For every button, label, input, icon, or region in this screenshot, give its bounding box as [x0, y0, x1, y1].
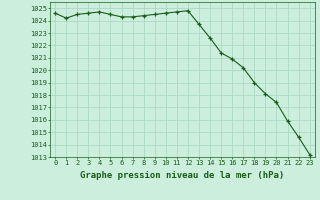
- X-axis label: Graphe pression niveau de la mer (hPa): Graphe pression niveau de la mer (hPa): [80, 171, 284, 180]
